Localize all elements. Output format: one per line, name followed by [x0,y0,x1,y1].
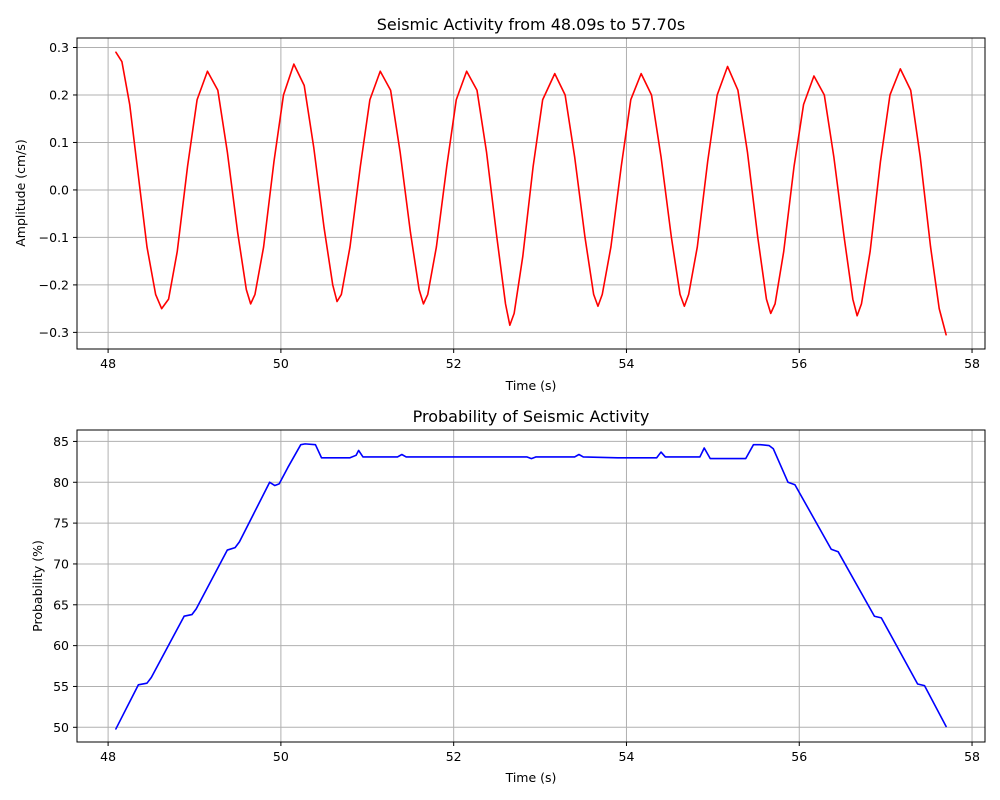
probability-chart-ticks: 48 50 52 54 56 58 50 55 60 65 70 75 80 85 [53,434,980,764]
amplitude-chart-frame [76,37,986,350]
amplitude-chart-ytick-label: 0.1 [49,135,69,150]
probability-chart-ytick-label: 65 [53,597,69,612]
probability-chart-ytick-label: 70 [53,556,69,571]
amplitude-chart-ytick-label: 0.0 [49,182,69,197]
amplitude-chart-ylabel: Amplitude (cm/s) [13,139,28,247]
probability-chart-xtick-label: 56 [791,749,807,764]
amplitude-chart-xtick-label: 48 [100,356,116,371]
probability-chart-xtick-label: 50 [273,749,289,764]
probability-chart-xtick-label: 58 [964,749,980,764]
probability-chart-xlabel: Time (s) [505,770,557,785]
probability-chart-xtick-label: 48 [100,749,116,764]
amplitude-chart-ticks: 48 50 52 54 56 58 −0.3 −0.2 −0.1 0.0 0.1 0.2 0.3 [39,40,980,371]
probability-chart-frame [76,429,986,743]
probability-chart-ytick-label: 85 [53,434,69,449]
probability-chart: Probability of Seismic Activity 48 50 52 54… [30,407,986,785]
amplitude-chart-ytick-label: −0.3 [39,325,69,340]
amplitude-chart-xtick-label: 58 [964,356,980,371]
amplitude-chart: Seismic Activity from 48.09s to 57.70s 4… [13,15,986,393]
amplitude-chart-plot-area [115,51,947,336]
probability-chart-grid [77,430,985,742]
probability-chart-ytick-label: 55 [53,679,69,694]
amplitude-chart-ytick-label: 0.3 [49,40,69,55]
probability-chart-ytick-label: 60 [53,638,69,653]
amplitude-chart-xtick-label: 50 [273,356,289,371]
amplitude-chart-series-line [115,51,947,336]
probability-chart-ytick-label: 80 [53,475,69,490]
amplitude-chart-xtick-label: 54 [619,356,635,371]
probability-chart-plot-area [115,443,947,730]
probability-chart-ylabel: Probability (%) [30,540,45,632]
amplitude-chart-xtick-label: 56 [791,356,807,371]
amplitude-chart-xlabel: Time (s) [505,378,557,393]
amplitude-chart-ytick-label: 0.2 [49,87,69,102]
probability-chart-xtick-label: 52 [446,749,462,764]
probability-chart-ytick-label: 75 [53,516,69,531]
amplitude-chart-xtick-label: 52 [446,356,462,371]
probability-chart-series-line [115,443,947,730]
amplitude-chart-ytick-label: −0.2 [39,277,69,292]
probability-chart-xtick-label: 54 [619,749,635,764]
probability-chart-ytick-label: 50 [53,720,69,735]
probability-chart-title: Probability of Seismic Activity [413,407,650,426]
amplitude-chart-grid [77,38,985,349]
amplitude-chart-title: Seismic Activity from 48.09s to 57.70s [377,15,685,34]
amplitude-chart-ytick-label: −0.1 [39,230,69,245]
